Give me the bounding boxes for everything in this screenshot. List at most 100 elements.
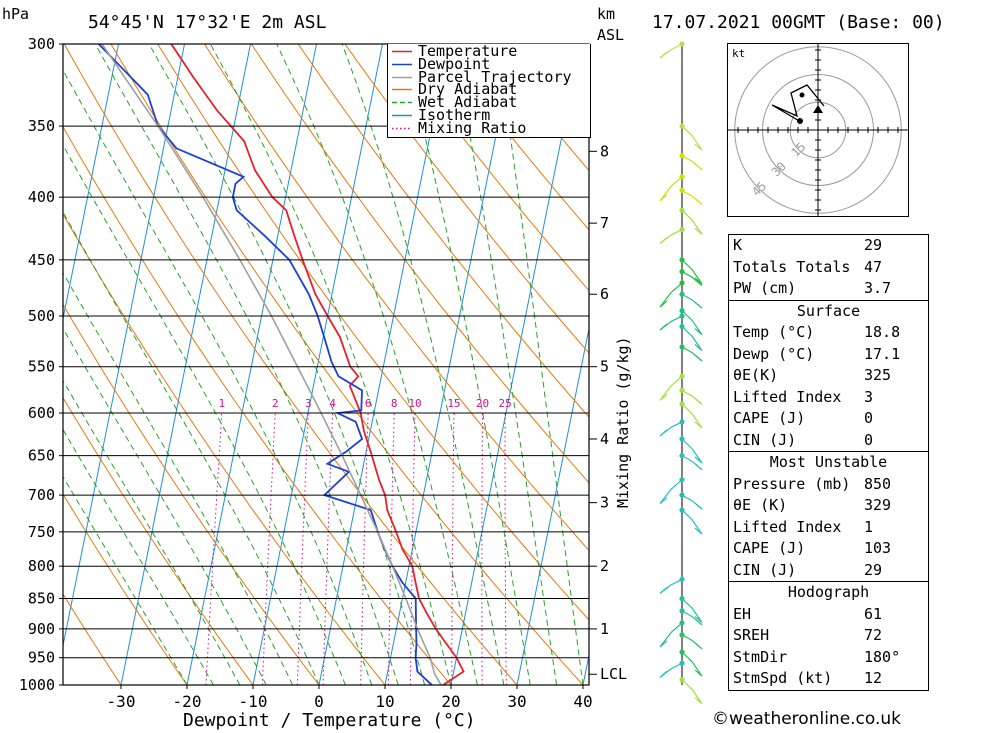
isotherm-line (252, 44, 383, 685)
x-tick-label: -10 (239, 692, 268, 711)
legend-swatch (392, 76, 412, 78)
isotherm-line (450, 44, 581, 685)
surface-header: Surface (729, 299, 928, 323)
dry-adiabat-line (63, 44, 518, 685)
wind-barb (679, 608, 703, 626)
stats-value: 180° (864, 647, 901, 666)
wind-barb (679, 649, 703, 677)
stats-row: CIN (J) 0 (729, 430, 928, 452)
legend-label: Mixing Ratio (418, 118, 527, 137)
stats-value: 3 (864, 387, 874, 406)
legend-swatch (392, 127, 412, 130)
stats-label: CAPE (J) (733, 409, 806, 427)
legend-swatch (392, 50, 412, 53)
x-tick-label: 30 (507, 692, 526, 711)
wind-barb (659, 174, 685, 202)
pressure-unit-label: hPa (2, 5, 30, 23)
pressure-tick-label: 1000 (19, 676, 55, 694)
mixing-ratio-line (504, 413, 507, 685)
stats-row: Pressure (mb) 850 (729, 474, 928, 496)
mixing-ratio-line (409, 412, 416, 685)
pressure-tick-label: 450 (28, 251, 55, 269)
stats-value: 61 (864, 604, 883, 623)
pressure-tick-label: 550 (28, 358, 55, 376)
x-tick-label: -20 (173, 692, 202, 711)
stats-value: 0 (864, 430, 874, 449)
stats-row: Dewp (°C) 17.1 (729, 344, 928, 366)
pressure-tick-label: 800 (28, 557, 55, 575)
wind-barb (679, 453, 703, 471)
legend-label: Temperature (418, 42, 518, 60)
wind-barb (659, 41, 685, 59)
mixing-ratio-line (387, 412, 395, 685)
km-tick-label: 1 (600, 620, 609, 638)
km-tick-label: 6 (600, 285, 609, 303)
mixing-ratio-line (296, 412, 309, 685)
stats-label: StmDir (733, 647, 788, 666)
stats-value: 3.7 (864, 279, 892, 297)
legend-item: Temperature (388, 42, 588, 60)
stats-row: EH 61 (729, 604, 928, 626)
legend-item: Mixing Ratio (388, 118, 588, 137)
km-tick-label: 8 (600, 142, 609, 160)
pressure-tick-label: 900 (28, 620, 55, 638)
series-temperature (170, 44, 465, 685)
stats-row: StmDir 180° (729, 647, 928, 669)
isotherm-line (516, 326, 589, 685)
mixing-ratio-label: 15 (447, 397, 460, 410)
plot-frame (62, 43, 590, 686)
wind-barb (679, 323, 703, 351)
mixing-ratio-line (205, 412, 223, 685)
stats-value: 329 (864, 496, 892, 514)
wind-barb (679, 632, 703, 650)
stats-label: StmSpd (kt) (733, 669, 833, 687)
mixing-ratio-line (261, 412, 276, 685)
pressure-tick-label: 700 (28, 486, 55, 504)
dry-adiabat-line (63, 213, 386, 685)
pressure-tick-label: 500 (28, 307, 55, 325)
mixing-ratio-label: 1 (218, 397, 225, 410)
wind-barb (679, 436, 703, 464)
stats-label: Pressure (mb) (733, 474, 851, 493)
stats-row: CAPE (J) 103 (729, 538, 928, 560)
x-tick-label: -30 (107, 692, 136, 711)
hodograph-point (797, 118, 803, 124)
stats-label: Temp (°C) (733, 323, 815, 341)
stats-row: Lifted Index 3 (729, 387, 928, 409)
hodograph-trace (771, 84, 825, 123)
stats-row: StmSpd (kt) 12 (729, 668, 928, 690)
isotherm-line (318, 44, 449, 685)
wind-barb (679, 123, 703, 151)
stats-label: Totals Totals (733, 257, 851, 276)
wind-barb (679, 153, 703, 171)
stats-row: Totals Totals 47 (729, 257, 928, 279)
mixing-ratio-axis-label: Mixing Ratio (g/kg) (614, 336, 632, 508)
legend-swatch (392, 101, 412, 104)
stats-value: 1 (864, 517, 874, 536)
wind-barb (659, 280, 685, 308)
stats-label: CIN (J) (733, 560, 797, 579)
isotherm-line (384, 44, 515, 685)
km-tick-label: LCL (600, 665, 627, 683)
stats-value: 325 (864, 366, 892, 384)
wind-barb (659, 620, 685, 648)
mixing-ratio-line (360, 412, 369, 685)
stats-label: EH (733, 604, 752, 623)
mixing-ratio-label: 20 (476, 397, 489, 410)
wind-barb (679, 401, 703, 429)
x-tick-label: 40 (573, 692, 592, 711)
copyright-footer: ©weatheronline.co.uk (712, 709, 902, 729)
dry-adiabat-line (297, 44, 589, 418)
isotherm-line (120, 44, 251, 685)
stats-label: PW (cm) (733, 279, 797, 297)
most-unstable-header: Most Unstable (729, 451, 928, 474)
legend-label: Dewpoint (418, 54, 491, 73)
stats-value: 0 (864, 409, 874, 427)
stats-table: K 29 Totals Totals 47 PW (cm) 3.7 Surface Tem… (728, 234, 929, 691)
stats-label: Dewp (°C) (733, 344, 815, 363)
legend: Temperature Dewpoint Parcel Trajectory Dry … (387, 42, 591, 138)
wet-adiabat-line (63, 144, 346, 685)
x-tick-label: 10 (375, 692, 394, 711)
pressure-tick-label: 650 (28, 447, 55, 465)
wind-barb (659, 419, 685, 437)
